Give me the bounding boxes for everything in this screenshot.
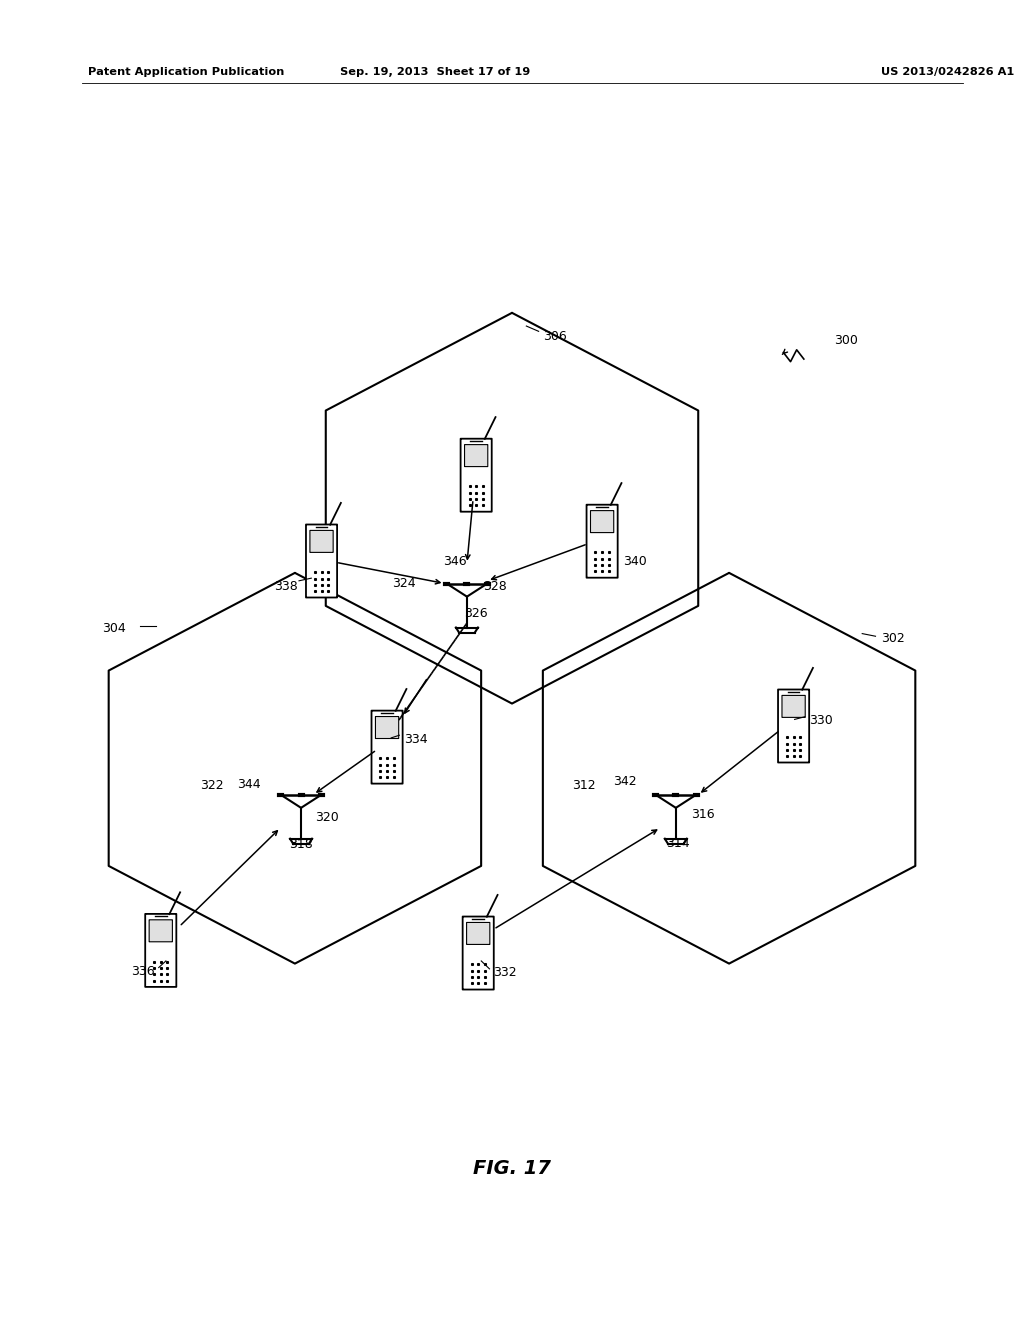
Text: 300: 300: [835, 334, 858, 347]
FancyBboxPatch shape: [150, 920, 172, 941]
Text: 314: 314: [666, 837, 689, 850]
FancyBboxPatch shape: [782, 696, 805, 717]
Text: 344: 344: [238, 777, 261, 791]
Text: 324: 324: [392, 577, 416, 590]
Text: Sep. 19, 2013  Sheet 17 of 19: Sep. 19, 2013 Sheet 17 of 19: [340, 67, 530, 77]
Text: 336: 336: [131, 965, 155, 978]
FancyBboxPatch shape: [591, 511, 613, 532]
Text: Patent Application Publication: Patent Application Publication: [88, 67, 285, 77]
Text: 318: 318: [289, 838, 312, 851]
Text: 338: 338: [274, 579, 298, 593]
FancyBboxPatch shape: [587, 504, 617, 578]
Text: 316: 316: [691, 808, 715, 821]
Text: US 2013/0242826 A1: US 2013/0242826 A1: [881, 67, 1014, 77]
Text: 332: 332: [494, 966, 517, 979]
Text: 302: 302: [881, 632, 904, 645]
Text: 330: 330: [809, 714, 833, 727]
Text: 340: 340: [623, 554, 646, 568]
Text: FIG. 17: FIG. 17: [473, 1159, 551, 1177]
Text: 326: 326: [464, 607, 487, 620]
FancyBboxPatch shape: [463, 916, 494, 990]
FancyBboxPatch shape: [310, 531, 333, 552]
Text: 334: 334: [404, 733, 428, 746]
FancyBboxPatch shape: [778, 689, 809, 763]
FancyBboxPatch shape: [372, 710, 402, 784]
FancyBboxPatch shape: [376, 717, 398, 738]
FancyBboxPatch shape: [306, 524, 337, 598]
Text: 312: 312: [572, 779, 596, 792]
FancyBboxPatch shape: [465, 445, 487, 466]
Text: 306: 306: [543, 330, 566, 343]
FancyBboxPatch shape: [461, 438, 492, 512]
Text: 322: 322: [200, 779, 223, 792]
Text: 342: 342: [613, 775, 637, 788]
Text: 320: 320: [315, 810, 339, 824]
Text: 346: 346: [442, 554, 467, 568]
FancyBboxPatch shape: [145, 913, 176, 987]
FancyBboxPatch shape: [467, 923, 489, 944]
Text: 328: 328: [483, 579, 507, 593]
Text: 304: 304: [102, 622, 126, 635]
